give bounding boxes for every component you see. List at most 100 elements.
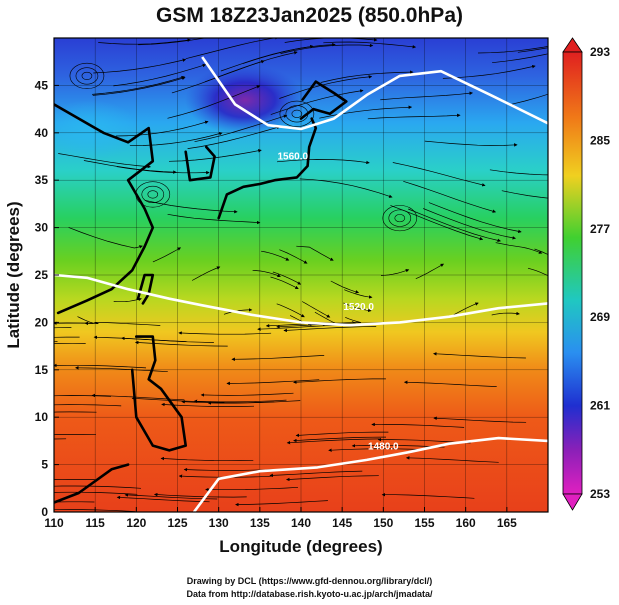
streamline	[116, 495, 210, 503]
streamline	[491, 311, 520, 316]
streamline	[54, 491, 138, 495]
streamline	[84, 321, 161, 326]
streamline	[280, 43, 374, 54]
coastline	[217, 117, 318, 220]
streamline	[58, 153, 151, 169]
streamline	[187, 125, 281, 149]
colorbar-label: 285	[590, 133, 610, 147]
height-contour-label: 1560.0	[277, 151, 308, 162]
streamline	[153, 492, 247, 498]
streamline	[68, 227, 143, 249]
streamline	[286, 475, 379, 482]
y-tick-label: 30	[35, 221, 49, 235]
streamline	[269, 470, 363, 478]
credit-data: Data from http://database.rish.kyoto-u.a…	[186, 589, 433, 599]
y-tick-label: 25	[35, 268, 49, 282]
streamline	[185, 38, 279, 60]
streamline	[492, 53, 548, 64]
streamline	[286, 438, 380, 445]
streamline	[93, 335, 187, 342]
streamline	[428, 202, 522, 234]
streamline	[299, 178, 393, 198]
streamline	[489, 169, 548, 176]
x-tick-label: 125	[167, 516, 187, 530]
streamline	[98, 38, 191, 45]
streamline	[178, 331, 272, 335]
streamline	[54, 411, 97, 413]
streamline	[261, 250, 290, 261]
height-contour-label: 1480.0	[368, 441, 399, 452]
streamline	[54, 404, 122, 407]
streamline	[296, 245, 334, 261]
streamline	[328, 448, 422, 452]
grid-lines	[54, 38, 548, 512]
x-tick-label: 145	[332, 516, 352, 530]
streamline	[403, 380, 497, 387]
streamline	[231, 355, 325, 362]
vortex-ring	[141, 185, 165, 203]
streamline	[194, 114, 288, 143]
streamline	[131, 396, 225, 403]
vortex-ring	[388, 209, 412, 227]
vortex-ring	[279, 100, 315, 127]
streamline	[450, 302, 479, 318]
vortex-ring	[147, 190, 159, 199]
streamline	[138, 38, 207, 46]
vortex-ring	[81, 71, 93, 80]
vortex-ring	[382, 205, 418, 232]
streamline	[93, 58, 187, 74]
streamline	[433, 352, 526, 359]
streamline	[423, 208, 516, 240]
streamline	[301, 301, 331, 318]
streamline	[200, 392, 294, 397]
x-tick-label: 130	[209, 516, 229, 530]
colorbar-label: 293	[590, 45, 610, 59]
chart-title: GSM 18Z23Jan2025 (850.0hPa)	[155, 4, 463, 27]
streamline	[204, 51, 298, 83]
streamline	[54, 336, 80, 338]
streamline	[415, 263, 445, 280]
vortex-ring	[69, 62, 105, 89]
cold-core-shading	[185, 65, 305, 135]
streamline	[323, 41, 417, 49]
y-tick-label: 15	[35, 363, 49, 377]
vortex-ring	[291, 109, 303, 118]
streamline	[167, 85, 261, 119]
streamline	[527, 267, 548, 277]
streamline	[344, 289, 373, 299]
colorbar-bar	[562, 51, 583, 495]
height-contour-label: 1520.0	[343, 302, 374, 313]
colorbar-label: 253	[590, 487, 610, 501]
streamline	[92, 75, 185, 95]
streamline	[380, 91, 473, 101]
y-tick-label: 35	[35, 173, 49, 187]
x-tick-label: 165	[497, 516, 517, 530]
x-tick-label: 150	[373, 516, 393, 530]
streamline	[319, 105, 413, 119]
credit-drawing: Drawing by DCL (https://www.gfd-dennou.o…	[186, 576, 433, 586]
streamline	[54, 434, 97, 436]
x-axis-ticks: 110 115 120 125 130 135 140 145 150 155 160 165	[44, 507, 517, 530]
streamline	[371, 422, 465, 428]
streamline	[433, 416, 527, 423]
x-tick-label: 135	[250, 516, 270, 530]
streamline	[54, 501, 95, 503]
y-tick-label: 0	[41, 505, 48, 519]
streamline	[495, 242, 543, 254]
y-tick-label: 10	[35, 410, 49, 424]
streamline	[54, 478, 95, 480]
streamline	[54, 327, 72, 329]
streamline	[381, 492, 475, 499]
streamline	[116, 166, 210, 175]
x-tick-label: 120	[126, 516, 146, 530]
streamline	[270, 89, 364, 115]
height-contours: 1560.0 1520.0 1480.0	[54, 56, 548, 512]
colorbar: 293 285 277 269 261 253	[562, 37, 610, 511]
streamline	[226, 379, 320, 386]
colorbar-top-arrow	[562, 37, 583, 53]
streamline	[276, 303, 305, 318]
coastline	[54, 103, 155, 315]
streamline	[54, 395, 112, 397]
streamline	[92, 76, 186, 96]
streamline	[83, 160, 177, 174]
